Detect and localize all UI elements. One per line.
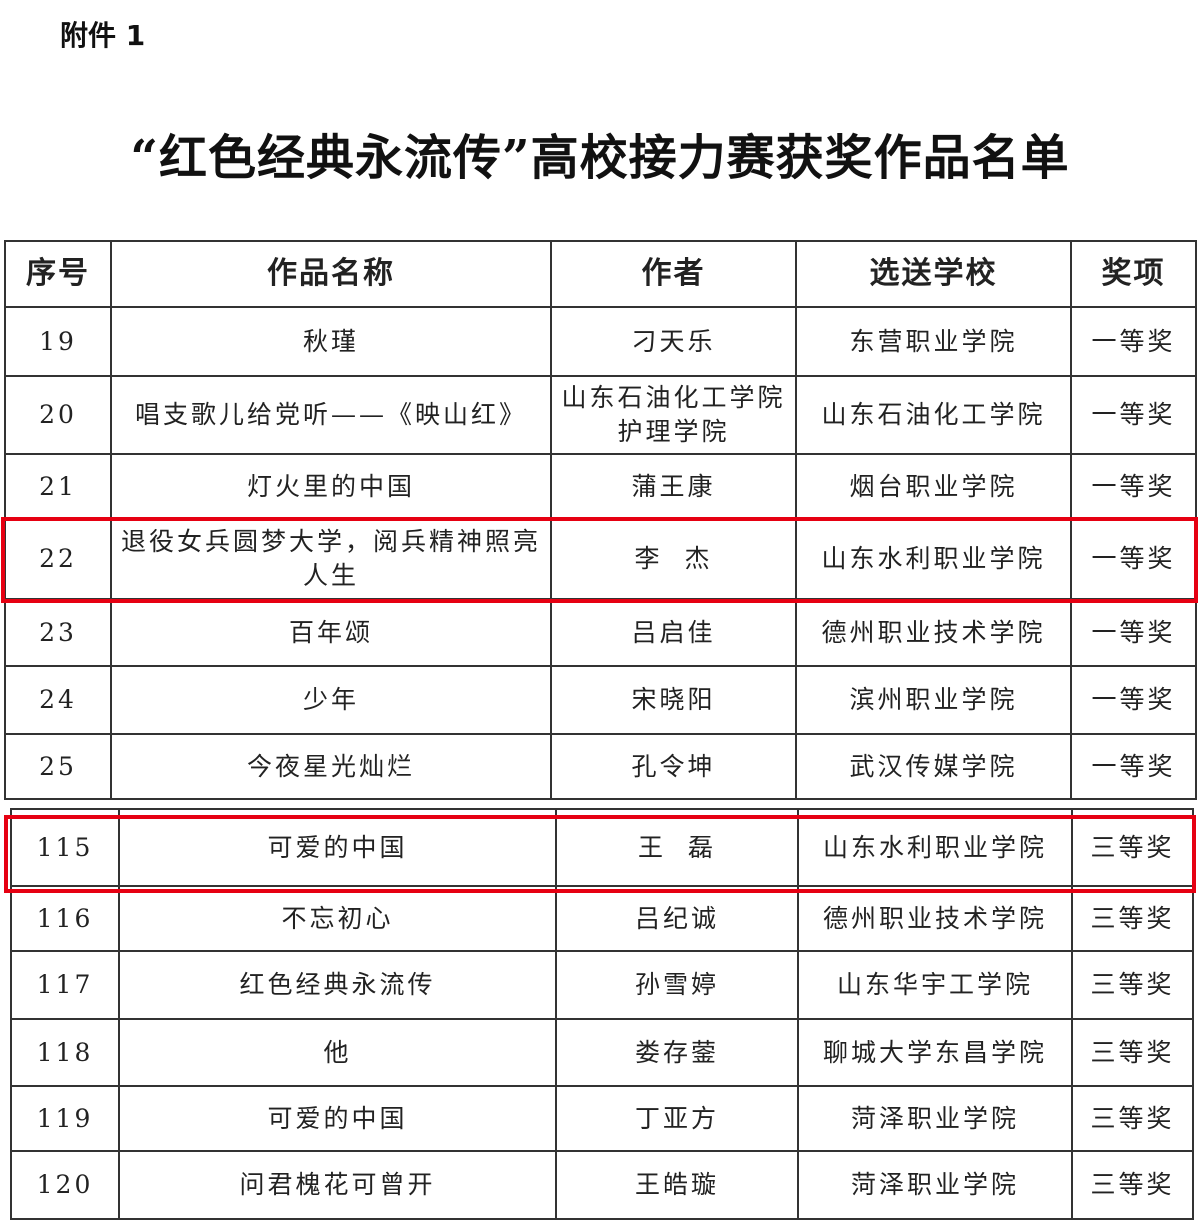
header-school: 选送学校: [795, 240, 1072, 308]
cell-award: 三等奖: [1071, 950, 1194, 1020]
header-author: 作者: [550, 240, 797, 308]
header-award: 奖项: [1070, 240, 1197, 308]
cell-work-title: 退役女兵圆梦大学，阅兵精神照亮人生: [110, 518, 552, 600]
cell-award: 三等奖: [1071, 1085, 1194, 1152]
cell-work-title: 少年: [110, 665, 552, 735]
cell-index: 24: [4, 665, 112, 735]
cell-author: 王 磊: [555, 808, 799, 887]
cell-school: 烟台职业学院: [795, 453, 1072, 520]
cell-award: 一等奖: [1070, 375, 1197, 455]
cell-work-title: 他: [118, 1018, 557, 1087]
cell-school: 聊城大学东昌学院: [797, 1018, 1073, 1087]
table-row: 22 退役女兵圆梦大学，阅兵精神照亮人生李 杰山东水利职业学院 一等奖: [4, 518, 1197, 600]
cell-school: 山东华宇工学院: [797, 950, 1073, 1020]
cell-work-title: 秋瑾: [110, 306, 552, 377]
cell-award: 一等奖: [1070, 598, 1197, 667]
attachment-label: 附件 1: [60, 19, 146, 52]
cell-author: 刁天乐: [550, 306, 797, 377]
cell-index: 118: [10, 1018, 120, 1087]
cell-school: 菏泽职业学院: [797, 1150, 1073, 1220]
cell-index: 25: [4, 733, 112, 800]
cell-work-title: 红色经典永流传: [118, 950, 557, 1020]
table-row: 115 可爱的中国王 磊山东水利职业学院 三等奖: [10, 808, 1194, 887]
cell-index: 20: [4, 375, 112, 455]
cell-school: 山东水利职业学院: [797, 808, 1073, 887]
table-row: 24 少年 宋晓阳 滨州职业学院 一等奖: [4, 665, 1197, 735]
cell-index: 115: [10, 808, 120, 887]
cell-author: 吕纪诚: [555, 885, 799, 952]
cell-award: 一等奖: [1070, 733, 1197, 800]
cell-index: 19: [4, 306, 112, 377]
cell-author: 孔令坤: [550, 733, 797, 800]
cell-work-title: 百年颂: [110, 598, 552, 667]
cell-award: 三等奖: [1071, 1150, 1194, 1220]
cell-award: 一等奖: [1070, 453, 1197, 520]
cell-index: 23: [4, 598, 112, 667]
header-row: 序号 作品名称 作者 选送学校 奖项: [4, 240, 1197, 308]
cell-school: 菏泽职业学院: [797, 1085, 1073, 1152]
table-row: 120 问君槐花可曾开 王皓璇 菏泽职业学院 三等奖: [10, 1150, 1194, 1220]
cell-school: 武汉传媒学院: [795, 733, 1072, 800]
cell-author: 孙雪婷: [555, 950, 799, 1020]
cell-work-title: 可爱的中国: [118, 1085, 557, 1152]
cell-award: 三等奖: [1071, 808, 1194, 887]
awards-table-part2: 115 可爱的中国王 磊山东水利职业学院 三等奖 116 不忘初心 吕纪诚 德州职业技术学院…: [10, 808, 1194, 1220]
cell-author: 蒲王康: [550, 453, 797, 520]
cell-work-title: 问君槐花可曾开: [118, 1150, 557, 1220]
cell-author: 吕启佳: [550, 598, 797, 667]
cell-index: 120: [10, 1150, 120, 1220]
table-row: 23 百年颂 吕启佳 德州职业技术学院 一等奖: [4, 598, 1197, 667]
table-row: 21 灯火里的中国 蒲王康 烟台职业学院 一等奖: [4, 453, 1197, 520]
cell-index: 117: [10, 950, 120, 1020]
cell-award: 一等奖: [1070, 518, 1197, 600]
cell-work-title: 唱支歌儿给党听——《映山红》: [110, 375, 552, 455]
cell-work-title: 不忘初心: [118, 885, 557, 952]
awards-table-part1: 序号 作品名称 作者 选送学校 奖项 19 秋瑾 刁天乐 东营职业学院 一等奖 20 唱支歌儿给党听—…: [4, 240, 1197, 800]
cell-school: 滨州职业学院: [795, 665, 1072, 735]
header-work-title: 作品名称: [110, 240, 552, 308]
cell-index: 116: [10, 885, 120, 952]
cell-index: 21: [4, 453, 112, 520]
table-row: 19 秋瑾 刁天乐 东营职业学院 一等奖: [4, 306, 1197, 377]
cell-award: 三等奖: [1071, 885, 1194, 952]
page-title: “红色经典永流传”高校接力赛获奖作品名单: [130, 130, 1070, 186]
cell-work-title: 今夜星光灿烂: [110, 733, 552, 800]
cell-school: 东营职业学院: [795, 306, 1072, 377]
header-index: 序号: [4, 240, 112, 308]
cell-author: 娄存蓥: [555, 1018, 799, 1087]
cell-award: 一等奖: [1070, 665, 1197, 735]
table-row: 25 今夜星光灿烂 孔令坤 武汉传媒学院 一等奖: [4, 733, 1197, 800]
cell-school: 山东水利职业学院: [795, 518, 1072, 600]
cell-school: 德州职业技术学院: [795, 598, 1072, 667]
cell-work-title: 灯火里的中国: [110, 453, 552, 520]
cell-author: 李 杰: [550, 518, 797, 600]
cell-school: 山东石油化工学院: [795, 375, 1072, 455]
cell-author: 王皓璇: [555, 1150, 799, 1220]
table-row: 118 他娄存蓥 聊城大学东昌学院 三等奖: [10, 1018, 1194, 1087]
table-row: 116 不忘初心 吕纪诚 德州职业技术学院 三等奖: [10, 885, 1194, 952]
cell-author: 山东石油化工学院护理学院: [550, 375, 797, 455]
cell-school: 德州职业技术学院: [797, 885, 1073, 952]
cell-award: 一等奖: [1070, 306, 1197, 377]
cell-index: 22: [4, 518, 112, 600]
cell-award: 三等奖: [1071, 1018, 1194, 1087]
table-row: 117 红色经典永流传 孙雪婷 山东华宇工学院 三等奖: [10, 950, 1194, 1020]
table-row: 119 可爱的中国 丁亚方 菏泽职业学院 三等奖: [10, 1085, 1194, 1152]
cell-work-title: 可爱的中国: [118, 808, 557, 887]
cell-author: 丁亚方: [555, 1085, 799, 1152]
table-row: 20 唱支歌儿给党听——《映山红》 山东石油化工学院护理学院 山东石油化工学院 一等奖: [4, 375, 1197, 455]
cell-author: 宋晓阳: [550, 665, 797, 735]
cell-index: 119: [10, 1085, 120, 1152]
